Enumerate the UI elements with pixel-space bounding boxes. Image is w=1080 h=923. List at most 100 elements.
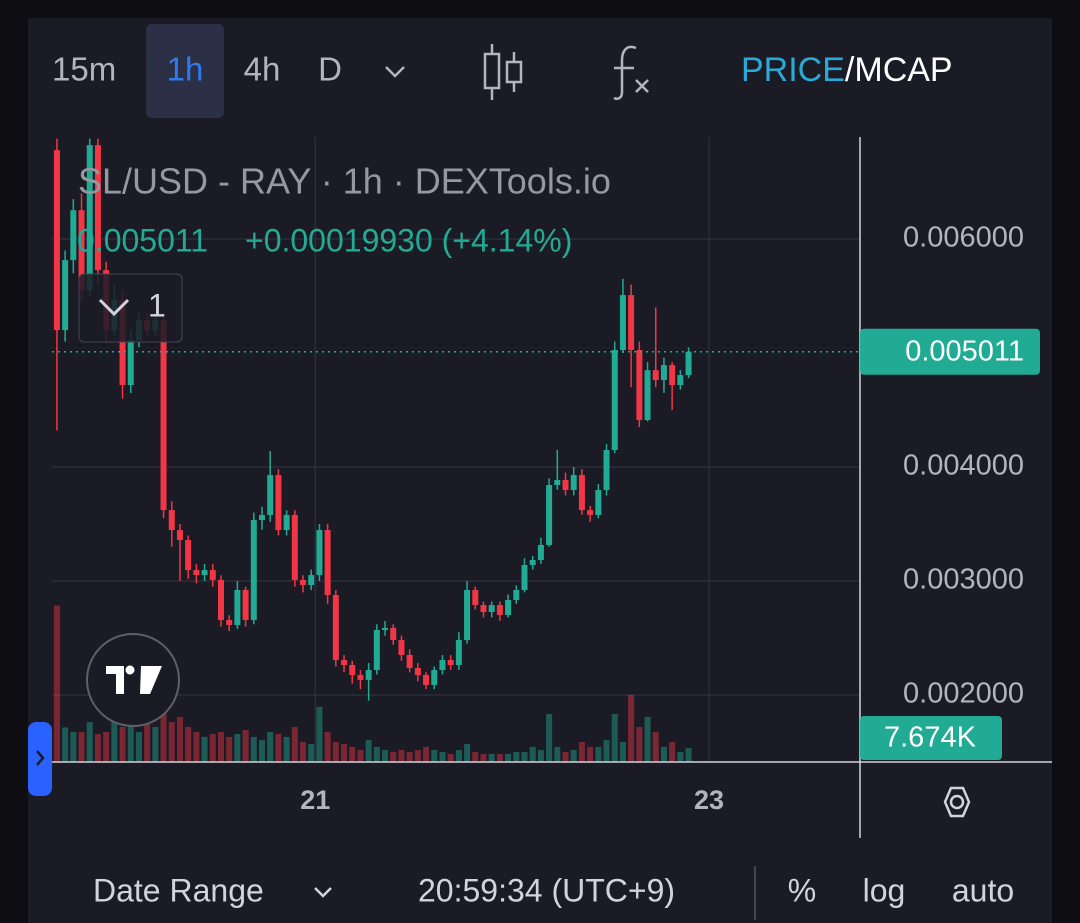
- candle-body: [439, 659, 446, 671]
- candle-body: [505, 600, 512, 615]
- candle-body: [226, 619, 233, 625]
- settings-button[interactable]: [943, 786, 971, 818]
- candle-body: [324, 530, 331, 596]
- interval-button[interactable]: 1h: [167, 51, 204, 88]
- clock: 20:59:34 (UTC+9): [418, 872, 675, 908]
- volume-bar: [62, 727, 69, 762]
- handle-arrow: [36, 750, 45, 766]
- volume-bar: [70, 732, 77, 762]
- volume-bar: [160, 706, 167, 762]
- volume-bar: [135, 732, 142, 762]
- candle-body: [521, 565, 528, 590]
- candle-body: [537, 544, 544, 561]
- candle-body: [660, 365, 667, 381]
- log-toggle[interactable]: log: [863, 872, 906, 908]
- tradingview-logo[interactable]: [86, 633, 180, 727]
- volume-bar: [472, 752, 479, 762]
- hidden-indicator-count: 1: [148, 287, 166, 323]
- volume-bar: [464, 744, 471, 762]
- mcap-option[interactable]: MCAP: [854, 51, 952, 89]
- candle-body: [53, 150, 60, 331]
- legend-toggle[interactable]: [78, 273, 183, 343]
- volume-bar: [300, 742, 307, 762]
- volume-bar: [554, 746, 561, 762]
- volume-bar: [308, 744, 315, 762]
- logo-shape: [140, 666, 162, 694]
- volume-bar: [86, 722, 93, 762]
- chart-panel: [28, 18, 1052, 923]
- chart-title: SL/USD - RAY · 1h · DEXTools.io: [78, 161, 611, 202]
- volume-bar: [267, 732, 274, 762]
- candle-body: [628, 295, 635, 351]
- percent-toggle[interactable]: %: [788, 872, 816, 908]
- volume-badge: [860, 716, 1002, 760]
- y-tick-label: 0.003000: [903, 564, 1024, 596]
- settings-dot: [949, 794, 965, 810]
- settings-hexagon: [943, 786, 971, 818]
- icon-stroke: [635, 79, 649, 93]
- interval-button[interactable]: 4h: [244, 51, 281, 88]
- auto-toggle[interactable]: auto: [952, 872, 1014, 908]
- candle-body: [513, 589, 520, 601]
- volume-bar: [324, 732, 331, 762]
- volume-bar: [144, 720, 151, 762]
- candle-body: [431, 670, 438, 685]
- volume-bar: [578, 742, 585, 762]
- volume-bar: [275, 734, 282, 762]
- volume-bar: [349, 746, 356, 762]
- volume-bar: [406, 752, 413, 762]
- candle-body: [201, 570, 208, 576]
- volume-bar: [529, 746, 536, 762]
- indicators-button[interactable]: [613, 45, 649, 100]
- side-panel-handle[interactable]: [28, 722, 52, 796]
- more-intervals-chevron[interactable]: [385, 66, 405, 78]
- volume-bar: [127, 722, 134, 762]
- volume-bar: [234, 734, 241, 762]
- candle-body: [365, 670, 372, 680]
- volume-bar: [250, 736, 257, 762]
- candle-body: [193, 570, 200, 576]
- volume-bar: [455, 750, 462, 762]
- separator: /: [845, 51, 855, 89]
- interval-button[interactable]: D: [318, 51, 342, 88]
- candle-body: [398, 640, 405, 655]
- candle-body: [447, 659, 454, 665]
- volume-bar: [496, 754, 503, 762]
- volume-bar: [423, 746, 430, 762]
- plot-area: [52, 137, 860, 762]
- price-mcap-toggle[interactable]: PRICE/MCAP: [741, 51, 953, 89]
- candle-body: [332, 595, 339, 660]
- volume-bar: [201, 736, 208, 762]
- volume-bar: [669, 742, 676, 762]
- price-option[interactable]: PRICE: [741, 51, 845, 89]
- candle-body: [652, 370, 659, 381]
- candle-body: [308, 575, 315, 585]
- volume-label: 7.674K: [884, 722, 977, 754]
- volume-bar: [103, 732, 110, 762]
- volume-bar: [94, 734, 101, 762]
- candle-body: [250, 520, 257, 620]
- volume-bar: [193, 732, 200, 762]
- volume-bar: [242, 730, 249, 762]
- candle-body: [455, 640, 462, 665]
- y-tick-label: 0.006000: [903, 222, 1024, 254]
- candle-body: [70, 210, 77, 261]
- volume-bar: [685, 748, 692, 762]
- candle-body: [267, 475, 274, 515]
- volume-bar: [414, 750, 421, 762]
- date-range-button[interactable]: Date Range: [93, 872, 264, 908]
- volume-bar: [587, 746, 594, 762]
- candle-body: [275, 475, 282, 531]
- logo-circle: [86, 633, 180, 727]
- chart-type-button[interactable]: [483, 44, 523, 100]
- volume-bar: [152, 726, 159, 762]
- interval-button[interactable]: 15m: [52, 51, 116, 88]
- candle-body: [94, 145, 101, 271]
- volume-bar: [78, 732, 85, 762]
- candle-body: [86, 145, 93, 291]
- candle-body: [349, 664, 356, 676]
- candle-body: [546, 485, 553, 545]
- candle-body: [300, 579, 307, 585]
